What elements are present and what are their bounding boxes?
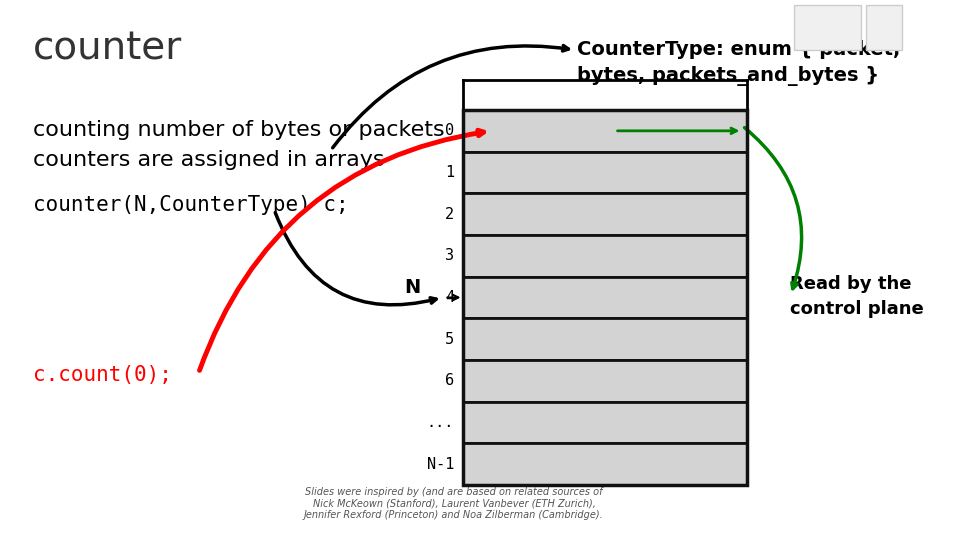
Bar xyxy=(794,5,860,50)
Bar xyxy=(464,319,747,360)
Bar xyxy=(464,193,747,235)
Text: CounterType: enum { packet,
bytes, packets_and_bytes }: CounterType: enum { packet, bytes, packe… xyxy=(577,40,900,86)
Text: counting number of bytes or packets: counting number of bytes or packets xyxy=(33,120,444,140)
Text: 4: 4 xyxy=(444,290,454,305)
Text: N-1: N-1 xyxy=(426,457,454,471)
Text: 1: 1 xyxy=(444,165,454,180)
Bar xyxy=(464,110,747,152)
Bar xyxy=(464,110,747,485)
Bar xyxy=(464,235,747,276)
Bar xyxy=(464,443,747,485)
Bar xyxy=(464,402,747,443)
Bar xyxy=(866,5,902,50)
Text: 2: 2 xyxy=(444,207,454,221)
Text: N: N xyxy=(404,278,420,297)
Text: 6: 6 xyxy=(444,373,454,388)
Text: Read by the
control plane: Read by the control plane xyxy=(790,275,924,318)
Bar xyxy=(464,152,747,193)
Text: Slides were inspired by (and are based on related sources of
Nick McKeown (Stanf: Slides were inspired by (and are based o… xyxy=(304,487,604,520)
Text: counter(N,CounterType) c;: counter(N,CounterType) c; xyxy=(33,195,348,215)
Bar xyxy=(464,360,747,402)
Text: counters are assigned in arrays: counters are assigned in arrays xyxy=(33,150,385,170)
Text: 0: 0 xyxy=(444,123,454,138)
Bar xyxy=(464,276,747,319)
Text: 5: 5 xyxy=(444,332,454,347)
Text: c.count(0);: c.count(0); xyxy=(33,365,172,385)
Text: CNL: CNL xyxy=(795,22,823,35)
Text: 3: 3 xyxy=(444,248,454,264)
Text: counter: counter xyxy=(33,30,182,68)
Text: ...: ... xyxy=(426,415,454,430)
